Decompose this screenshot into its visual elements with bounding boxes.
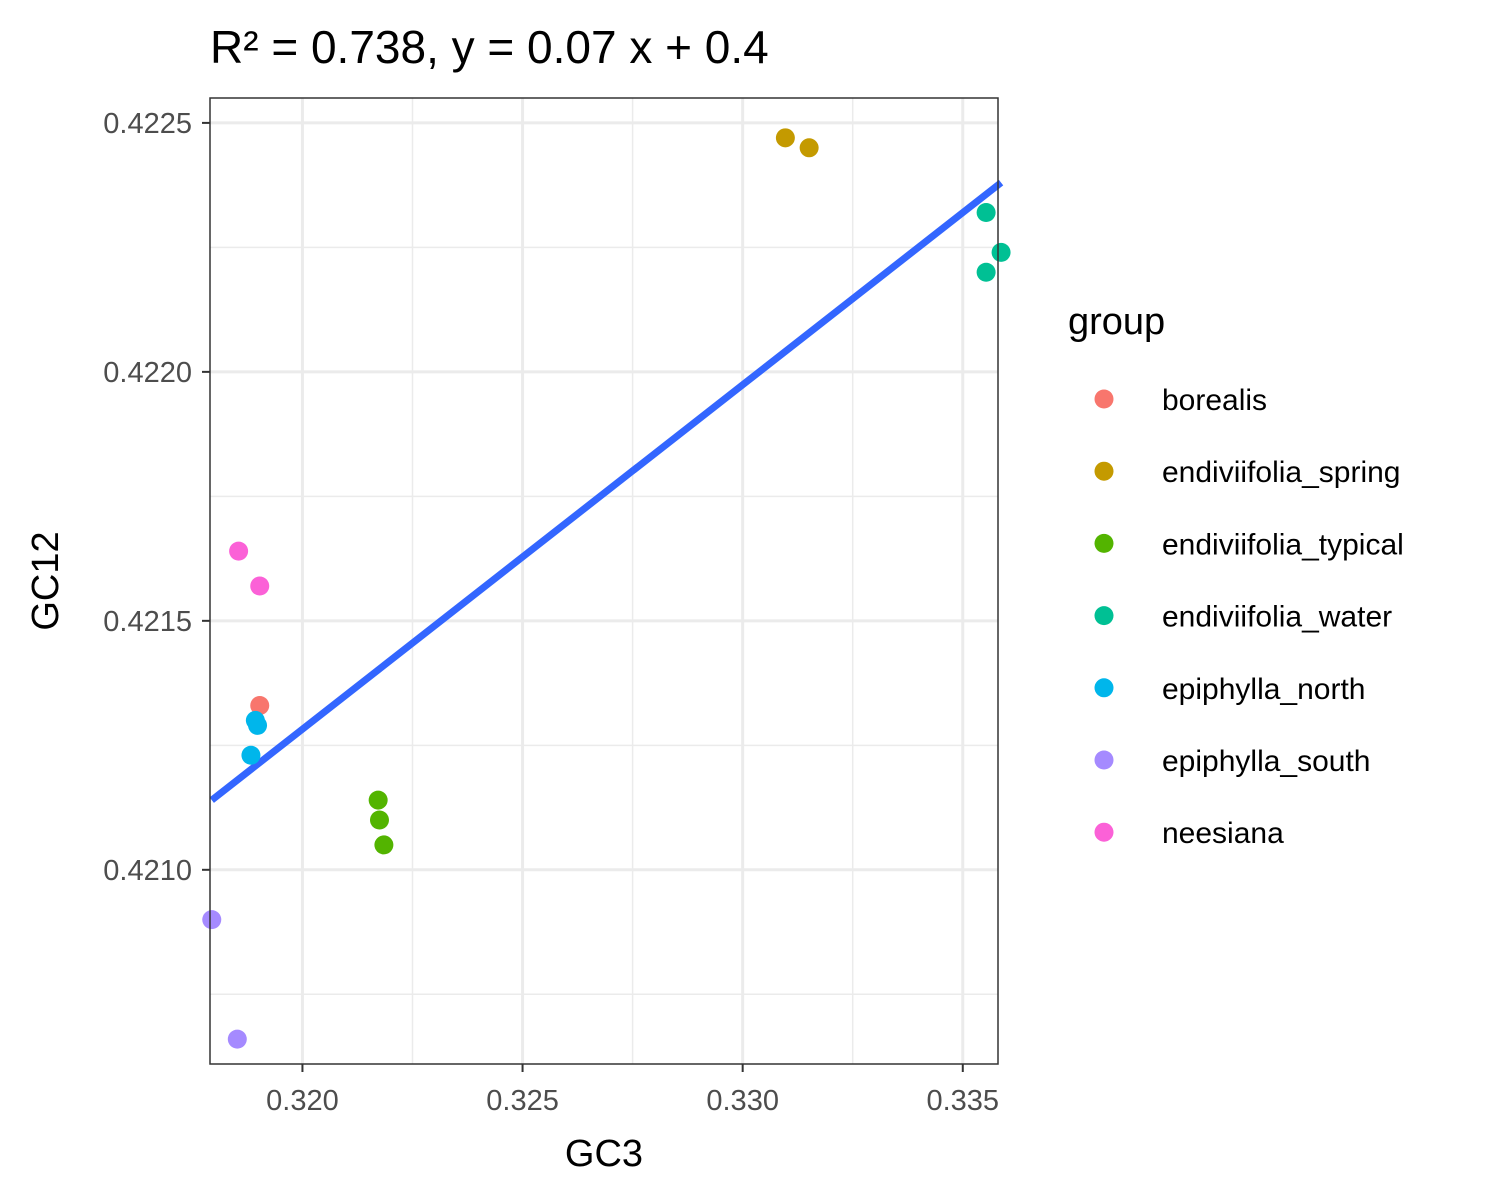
legend-key xyxy=(1094,461,1114,481)
legend-key xyxy=(1094,750,1114,770)
x-axis-ticks: 0.320 0.325 0.330 0.335 xyxy=(266,1064,999,1117)
data-points xyxy=(202,128,1011,1049)
legend-label: borealis xyxy=(1162,384,1267,417)
y-tick-label: 0.4225 xyxy=(103,108,192,140)
data-point xyxy=(250,695,270,715)
minor-gridlines xyxy=(210,98,998,1064)
y-tick-label: 0.4210 xyxy=(103,855,192,887)
legend-label: endiviifolia_typical xyxy=(1162,528,1404,561)
legend-title: group xyxy=(1068,301,1165,343)
y-axis-ticks: 0.4210 0.4215 0.4220 0.4225 xyxy=(103,108,210,887)
x-axis-title: GC3 xyxy=(565,1133,643,1175)
data-point xyxy=(250,576,270,596)
x-tick-label: 0.320 xyxy=(266,1085,339,1117)
legend-label: neesiana xyxy=(1162,817,1284,850)
legend-key xyxy=(1094,533,1114,553)
data-point xyxy=(369,810,389,830)
plot-panel xyxy=(202,97,1011,1065)
x-tick-label: 0.330 xyxy=(706,1085,779,1117)
legend-key xyxy=(1094,606,1114,626)
y-tick-label: 0.4220 xyxy=(103,357,192,389)
major-gridlines xyxy=(210,98,998,1064)
data-point xyxy=(976,262,996,282)
x-tick-label: 0.335 xyxy=(926,1085,999,1117)
regression-line-layer xyxy=(209,179,1004,803)
legend-label: endiviifolia_water xyxy=(1162,601,1392,634)
data-point xyxy=(202,910,222,930)
data-point xyxy=(991,242,1011,262)
data-point xyxy=(241,745,261,765)
legend-label: epiphylla_north xyxy=(1162,673,1365,706)
data-point xyxy=(374,835,394,855)
data-point xyxy=(227,1029,247,1049)
legend-label: epiphylla_south xyxy=(1162,745,1371,778)
legend-key xyxy=(1094,678,1114,698)
chart-title: R² = 0.738, y = 0.07 x + 0.4 xyxy=(210,21,769,73)
data-point xyxy=(368,790,388,810)
y-axis-title: GC12 xyxy=(25,531,67,630)
x-tick-label: 0.325 xyxy=(486,1085,559,1117)
panel-border xyxy=(209,97,999,1065)
legend-items: borealis endiviifolia_spring endiviifolia_… xyxy=(1094,384,1404,850)
data-point xyxy=(775,128,795,148)
data-point xyxy=(248,715,268,735)
legend-label: endiviifolia_spring xyxy=(1162,456,1400,489)
regression-line xyxy=(209,179,1004,803)
legend-key xyxy=(1094,389,1114,409)
y-tick-label: 0.4215 xyxy=(103,606,192,638)
data-point xyxy=(799,138,819,158)
legend: group borealis endiviifolia_springendivii… xyxy=(1068,301,1404,850)
data-point xyxy=(229,541,249,561)
legend-key xyxy=(1094,822,1114,842)
data-point xyxy=(976,203,996,223)
